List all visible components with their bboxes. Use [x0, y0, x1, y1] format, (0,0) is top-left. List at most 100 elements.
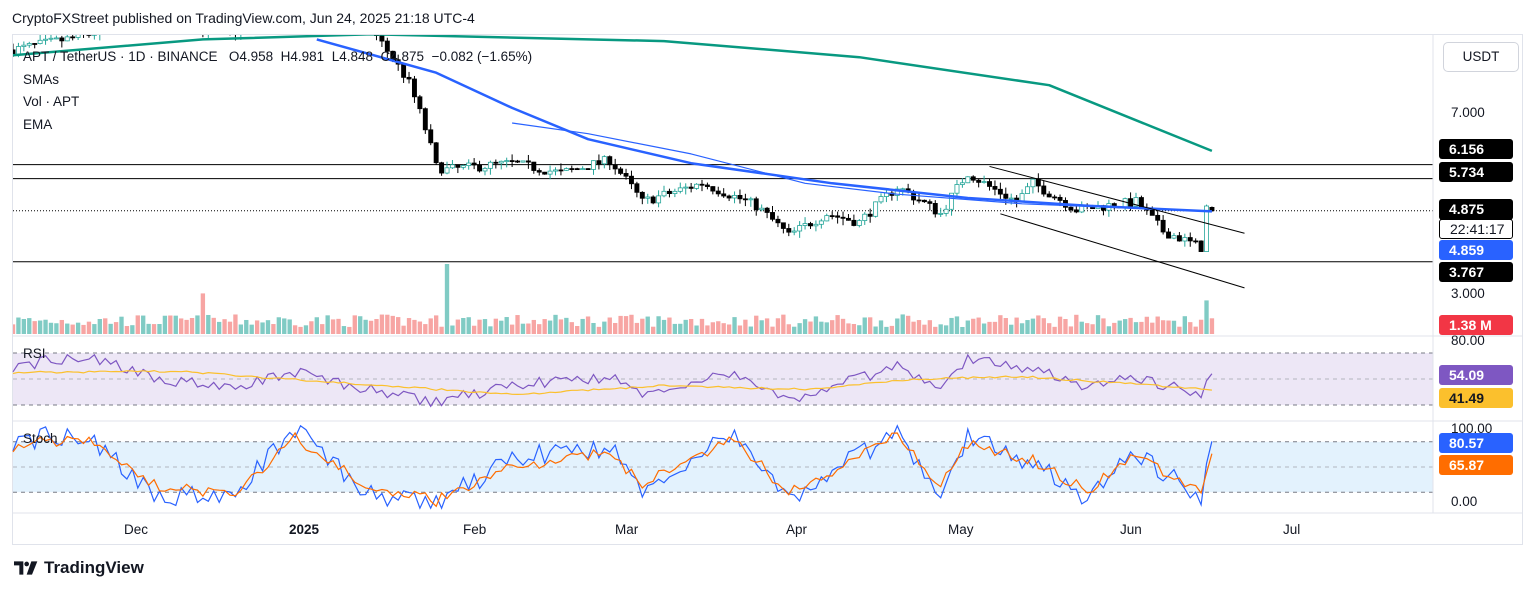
volume-bar: [786, 324, 791, 334]
ma-line-1: [13, 35, 1213, 153]
candle-body: [75, 35, 81, 38]
candle: [661, 185, 667, 198]
candle: [596, 154, 602, 170]
candle-body: [309, 10, 313, 15]
volume-bar: [1188, 322, 1193, 334]
candle: [732, 191, 738, 204]
time-label-jun: Jun: [1120, 522, 1142, 537]
indicator-line-rsi: [12, 353, 1213, 408]
volume-bar: [461, 317, 466, 334]
volume-bar: [179, 318, 184, 334]
candle: [493, 159, 499, 169]
volume-bar: [70, 324, 75, 334]
volume-bar: [656, 316, 661, 334]
volume-bar: [694, 325, 699, 334]
volume-bar: [830, 320, 835, 334]
tradingview-brand[interactable]: TradingView: [14, 558, 144, 578]
volume-bar: [943, 325, 949, 334]
candle-body: [342, 21, 346, 23]
volume-bar: [265, 320, 271, 334]
volume-bar: [1106, 326, 1112, 334]
candle: [147, 12, 151, 15]
candle: [824, 213, 830, 222]
volume-bar: [1171, 320, 1177, 334]
stoch-pane-label[interactable]: Stoch: [23, 431, 58, 446]
currency-button[interactable]: USDT: [1443, 42, 1519, 72]
candle-body: [704, 184, 710, 187]
candle-body: [797, 225, 803, 232]
volume-bar: [32, 321, 37, 334]
legend-symbol[interactable]: APT / TetherUS · 1D · BINANCE: [23, 49, 218, 64]
candle: [406, 71, 412, 84]
candle-body: [965, 176, 971, 184]
volume-bar: [195, 315, 200, 334]
volume-bar: [260, 322, 265, 334]
level-tag-high: 6.156: [1439, 139, 1513, 159]
candle: [109, 21, 113, 33]
volume-bar: [309, 321, 314, 334]
rsi-pane-label[interactable]: RSI: [23, 346, 46, 361]
candle-body: [661, 190, 667, 197]
candle-body: [21, 44, 27, 47]
legend-smas[interactable]: SMAs: [23, 71, 60, 87]
candle: [666, 188, 672, 198]
volume-bar: [618, 315, 623, 334]
volume-bar: [162, 315, 168, 334]
candle-body: [493, 161, 499, 164]
candle-body: [250, 21, 254, 24]
volume-bar: [482, 319, 488, 334]
candle: [504, 157, 510, 168]
candle: [873, 201, 879, 218]
rsi-value-tag: 54.09: [1439, 365, 1513, 385]
volume-bar: [889, 325, 895, 334]
candle-body: [1204, 205, 1209, 252]
volume-bar: [1182, 316, 1187, 334]
legend-ema[interactable]: EMA: [23, 116, 53, 132]
candle-body: [411, 78, 417, 98]
candle-body: [612, 164, 618, 170]
volume-bar: [428, 318, 433, 334]
volume-bar: [1057, 316, 1063, 334]
candle: [347, 19, 351, 24]
volume-bar: [282, 318, 287, 334]
candle-body: [315, 9, 319, 15]
candle: [938, 207, 944, 217]
candle: [53, 35, 59, 40]
candle-body: [406, 76, 412, 80]
candle-body: [525, 160, 531, 163]
candle-body: [992, 186, 998, 190]
price-tick-7: 7.000: [1451, 105, 1485, 120]
indicator-line-k: [12, 424, 1213, 510]
candle: [580, 166, 586, 171]
candle: [119, 16, 123, 26]
candle-body: [70, 36, 76, 39]
volume-bar: [1036, 315, 1041, 334]
candle-body: [32, 43, 38, 45]
candle-body: [384, 40, 390, 52]
legend-symbol-row: APT / TetherUS · 1D · BINANCE O4.958 H4.…: [23, 46, 532, 69]
volume-bar: [710, 322, 716, 334]
candle: [987, 178, 992, 191]
volume-bar: [320, 324, 325, 334]
volume-tag: 1.38 M: [1439, 315, 1513, 335]
volume-bar: [455, 319, 461, 334]
candle-body: [498, 160, 504, 164]
chart-frame[interactable]: [12, 34, 1523, 545]
candle: [927, 199, 933, 211]
volume-bar: [368, 320, 374, 334]
candle: [813, 220, 819, 232]
candle-body: [304, 10, 308, 14]
legend-volume[interactable]: Vol · APT: [23, 94, 80, 109]
candle-body: [824, 215, 830, 222]
candle-body: [938, 212, 944, 215]
candle: [331, 13, 335, 20]
volume-bar: [303, 325, 309, 334]
candle: [75, 35, 81, 41]
candle: [629, 170, 634, 190]
candle-body: [580, 168, 586, 170]
candle: [759, 204, 765, 212]
candle: [1041, 180, 1047, 197]
candle-body: [813, 223, 819, 227]
volume-bar: [1198, 319, 1204, 334]
